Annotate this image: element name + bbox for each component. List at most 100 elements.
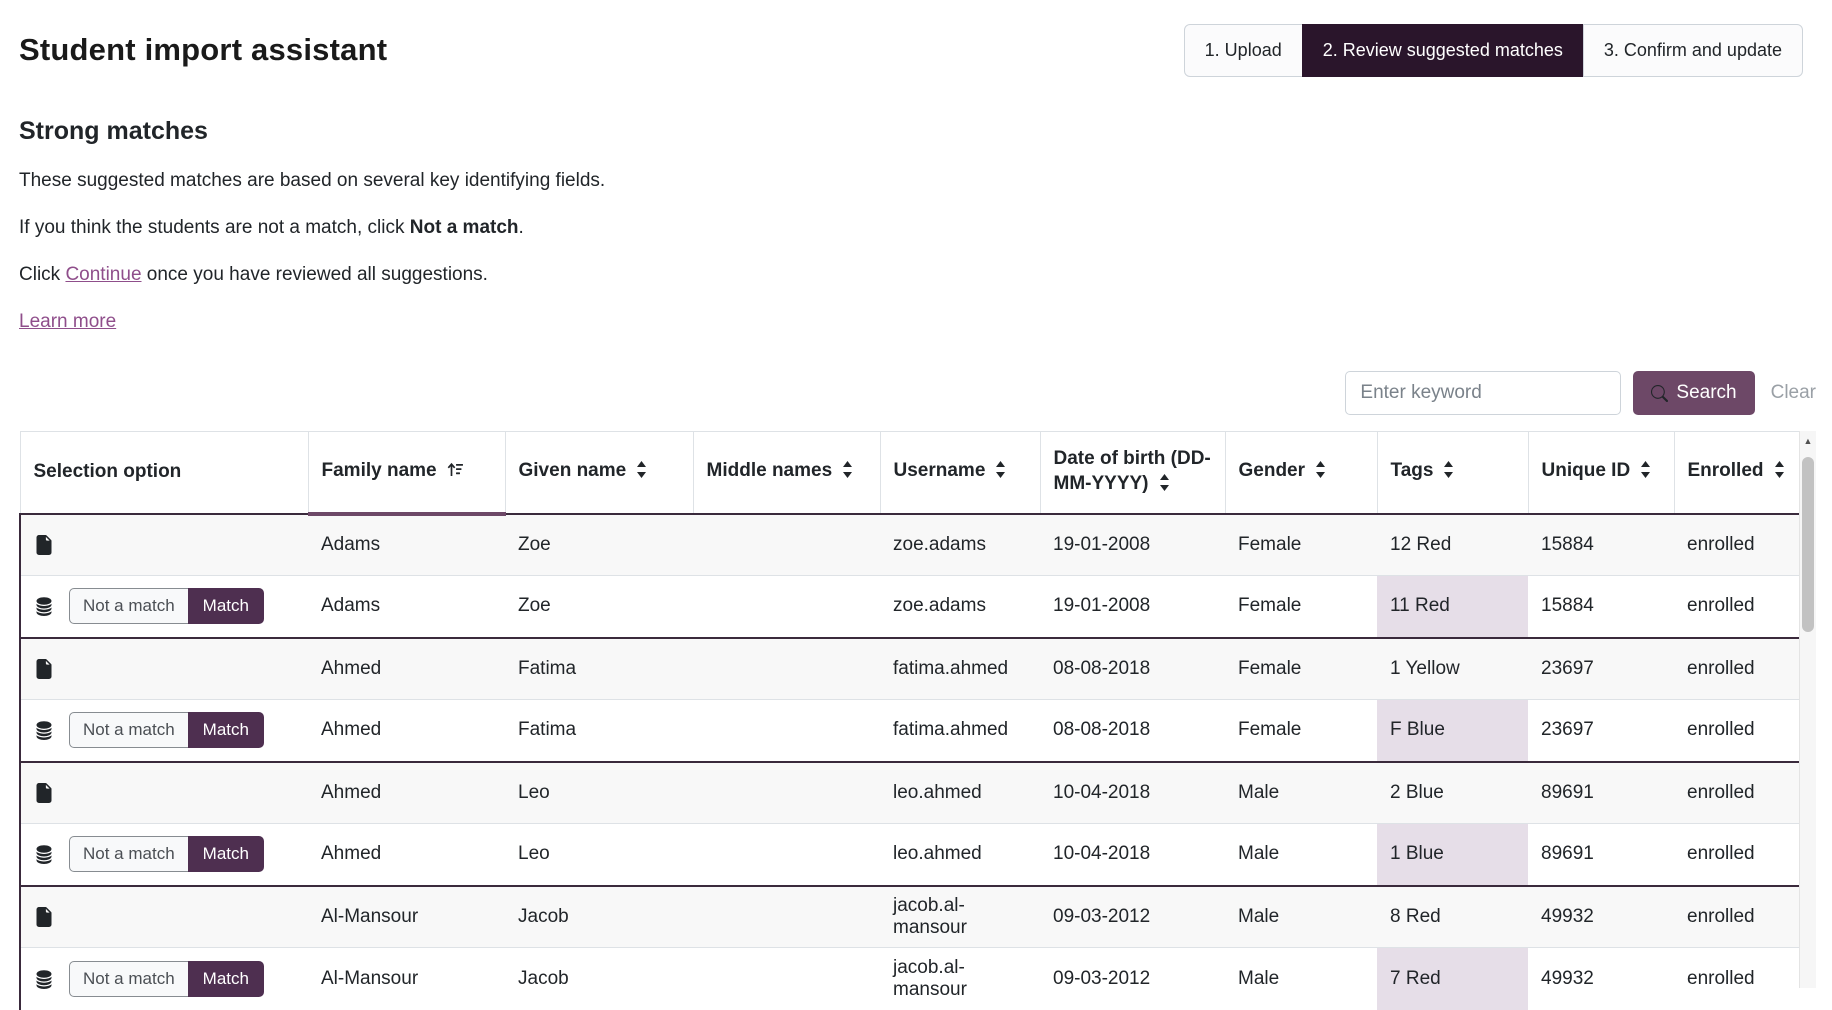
- cell-given: Fatima: [505, 638, 693, 700]
- section-heading: Strong matches: [19, 117, 1832, 146]
- step-3[interactable]: 3. Confirm and update: [1583, 24, 1803, 77]
- sort-toggle-icon: [1314, 460, 1327, 486]
- sort-toggle-icon: [1773, 460, 1786, 486]
- not-a-match-button[interactable]: Not a match: [69, 712, 189, 748]
- file-icon: [34, 783, 54, 803]
- cell-dob: 08-08-2018: [1040, 700, 1225, 762]
- column-header-gender[interactable]: Gender: [1225, 432, 1377, 514]
- match-button[interactable]: Match: [188, 961, 264, 997]
- not-a-match-emphasis: Not a match: [410, 217, 519, 238]
- step-1[interactable]: 1. Upload: [1184, 24, 1303, 77]
- import-row: AhmedFatimafatima.ahmed08-08-2018Female1…: [20, 638, 1800, 700]
- cell-enrolled: enrolled: [1674, 886, 1800, 948]
- column-header-unique-id[interactable]: Unique ID: [1528, 432, 1674, 514]
- clear-link[interactable]: Clear: [1771, 382, 1816, 404]
- cell-gender: Male: [1225, 948, 1377, 1010]
- not-a-match-button[interactable]: Not a match: [69, 588, 189, 624]
- database-icon: [34, 969, 54, 989]
- cell-username: leo.ahmed: [880, 824, 1040, 886]
- column-header-date-of-birth-dd-mm-yyyy[interactable]: Date of birth (DD-MM-YYYY): [1040, 432, 1225, 514]
- search-button[interactable]: Search: [1633, 371, 1754, 415]
- cell-username: fatima.ahmed: [880, 638, 1040, 700]
- file-icon: [34, 535, 54, 555]
- matches-table-area: Selection optionFamily nameGiven nameMid…: [19, 431, 1816, 1010]
- scroll-up-icon[interactable]: ▲: [1800, 431, 1816, 451]
- cell-family: Al-Mansour: [308, 948, 505, 1010]
- match-button-group: Not a matchMatch: [69, 588, 264, 624]
- cell-family: Al-Mansour: [308, 886, 505, 948]
- cell-selection: [20, 638, 308, 700]
- sort-toggle-icon: [1442, 460, 1455, 486]
- search-button-label: Search: [1676, 382, 1736, 404]
- column-header-enrolled[interactable]: Enrolled: [1674, 432, 1800, 514]
- cell-tags: F Blue: [1377, 700, 1528, 762]
- cell-enrolled: enrolled: [1674, 638, 1800, 700]
- cell-selection: [20, 762, 308, 824]
- not-a-match-button[interactable]: Not a match: [69, 961, 189, 997]
- cell-middle: [693, 886, 880, 948]
- cell-tags: 1 Yellow: [1377, 638, 1528, 700]
- not-a-match-button[interactable]: Not a match: [69, 836, 189, 872]
- cell-given: Zoe: [505, 576, 693, 638]
- cell-username: jacob.al-mansour: [880, 886, 1040, 948]
- column-header-middle-names[interactable]: Middle names: [693, 432, 880, 514]
- column-label: Enrolled: [1688, 460, 1764, 481]
- existing-row: Not a matchMatchAhmedLeoleo.ahmed10-04-2…: [20, 824, 1800, 886]
- cell-dob: 19-01-2008: [1040, 514, 1225, 576]
- page-title: Student import assistant: [19, 32, 387, 68]
- column-header-family-name[interactable]: Family name: [308, 432, 505, 514]
- import-row: AdamsZoezoe.adams19-01-2008Female12 Red1…: [20, 514, 1800, 576]
- table-scrollbar[interactable]: ▲: [1799, 431, 1816, 988]
- column-header-given-name[interactable]: Given name: [505, 432, 693, 514]
- column-label: Date of birth (DD-MM-YYYY): [1054, 448, 1211, 495]
- match-button[interactable]: Match: [188, 712, 264, 748]
- step-2[interactable]: 2. Review suggested matches: [1302, 24, 1584, 77]
- match-button-group: Not a matchMatch: [69, 712, 264, 748]
- search-row: Search Clear: [0, 371, 1832, 415]
- cell-gender: Female: [1225, 700, 1377, 762]
- database-icon: [34, 720, 54, 740]
- topbar: Student import assistant 1. Upload2. Rev…: [0, 0, 1832, 77]
- cell-gender: Female: [1225, 638, 1377, 700]
- import-row: Al-MansourJacobjacob.al-mansour09-03-201…: [20, 886, 1800, 948]
- cell-dob: 08-08-2018: [1040, 638, 1225, 700]
- cell-dob: 10-04-2018: [1040, 762, 1225, 824]
- cell-given: Leo: [505, 762, 693, 824]
- learn-more-link[interactable]: Learn more: [19, 311, 116, 332]
- cell-enrolled: enrolled: [1674, 514, 1800, 576]
- cell-given: Zoe: [505, 514, 693, 576]
- cell-enrolled: enrolled: [1674, 824, 1800, 886]
- cell-selection: [20, 886, 308, 948]
- column-header-username[interactable]: Username: [880, 432, 1040, 514]
- intro-line-1: These suggested matches are based on sev…: [19, 170, 1832, 192]
- content: Strong matches These suggested matches a…: [0, 117, 1832, 333]
- match-button[interactable]: Match: [188, 588, 264, 624]
- intro-line-2-text: If you think the students are not a matc…: [19, 217, 410, 238]
- match-button[interactable]: Match: [188, 836, 264, 872]
- search-icon: [1651, 385, 1668, 402]
- match-button-group: Not a matchMatch: [69, 961, 264, 997]
- cell-middle: [693, 824, 880, 886]
- cell-selection: Not a matchMatch: [20, 700, 308, 762]
- cell-family: Adams: [308, 576, 505, 638]
- cell-family: Adams: [308, 514, 505, 576]
- cell-family: Ahmed: [308, 700, 505, 762]
- search-input[interactable]: [1345, 371, 1621, 415]
- continue-link[interactable]: Continue: [65, 264, 141, 285]
- column-label: Family name: [322, 460, 437, 481]
- cell-gender: Female: [1225, 576, 1377, 638]
- import-row: AhmedLeoleo.ahmed10-04-2018Male2 Blue896…: [20, 762, 1800, 824]
- table-header-row: Selection optionFamily nameGiven nameMid…: [20, 432, 1800, 514]
- column-label: Username: [894, 460, 986, 481]
- column-label: Middle names: [707, 460, 833, 481]
- cell-family: Ahmed: [308, 824, 505, 886]
- column-label: Gender: [1239, 460, 1306, 481]
- cell-gender: Male: [1225, 886, 1377, 948]
- existing-row: Not a matchMatchAhmedFatimafatima.ahmed0…: [20, 700, 1800, 762]
- cell-unique-id: 23697: [1528, 700, 1674, 762]
- cell-enrolled: enrolled: [1674, 948, 1800, 1010]
- column-header-tags[interactable]: Tags: [1377, 432, 1528, 514]
- sort-toggle-icon: [994, 460, 1007, 486]
- scrollbar-thumb[interactable]: [1802, 457, 1814, 632]
- cell-middle: [693, 638, 880, 700]
